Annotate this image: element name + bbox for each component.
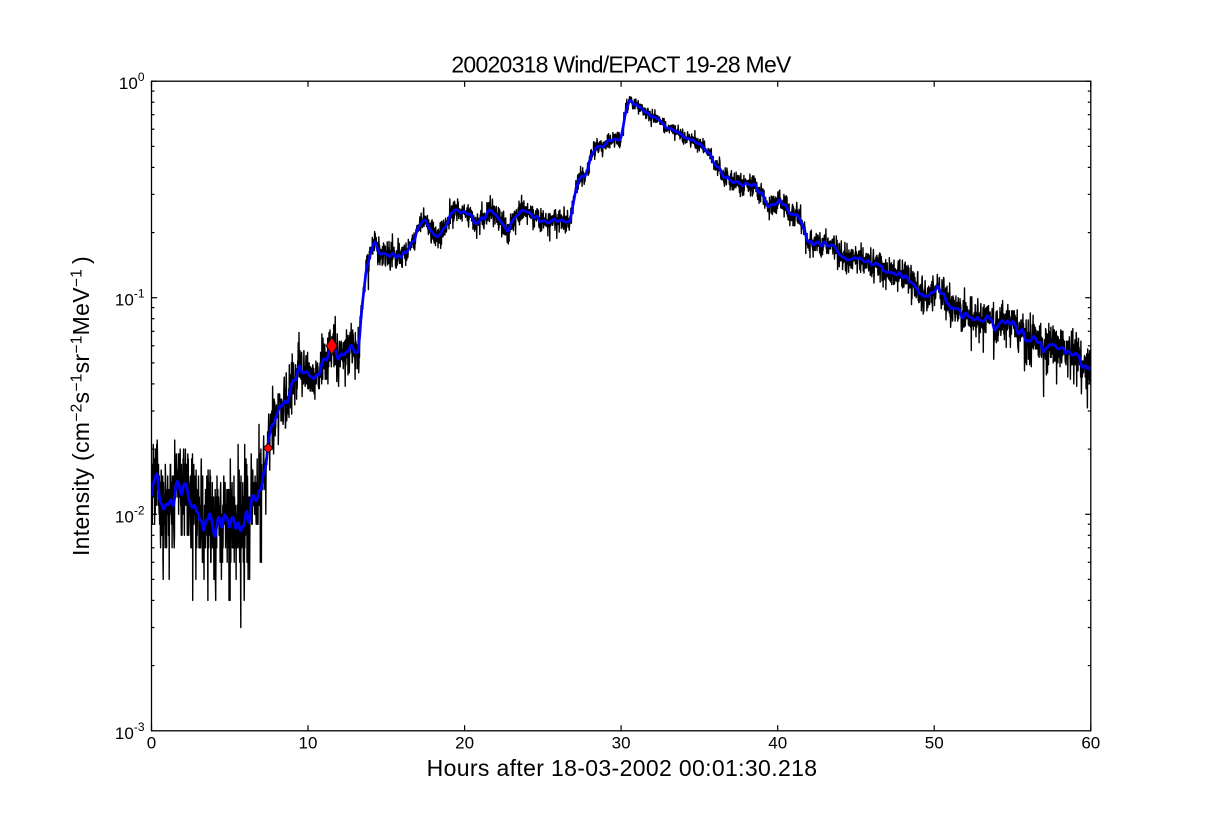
svg-text:10-1: 10-1 [115,287,145,310]
svg-text:20: 20 [455,734,474,753]
svg-text:40: 40 [768,734,787,753]
svg-text:Intensity (cm−2s−1sr−1MeV−1 ): Intensity (cm−2s−1sr−1MeV−1 ) [68,256,94,556]
svg-text:10-2: 10-2 [115,503,145,526]
svg-text:50: 50 [925,734,944,753]
svg-text:60: 60 [1081,734,1100,753]
svg-text:Hours after 18-03-2002 00:01:3: Hours after 18-03-2002 00:01:30.218 [427,755,818,781]
svg-text:100: 100 [119,70,145,93]
svg-text:10-3: 10-3 [115,720,145,743]
svg-text:20020318 Wind/EPACT 19-28 MeV: 20020318 Wind/EPACT 19-28 MeV [451,52,792,78]
svg-text:0: 0 [147,734,156,753]
svg-text:30: 30 [612,734,631,753]
svg-text:10: 10 [299,734,318,753]
